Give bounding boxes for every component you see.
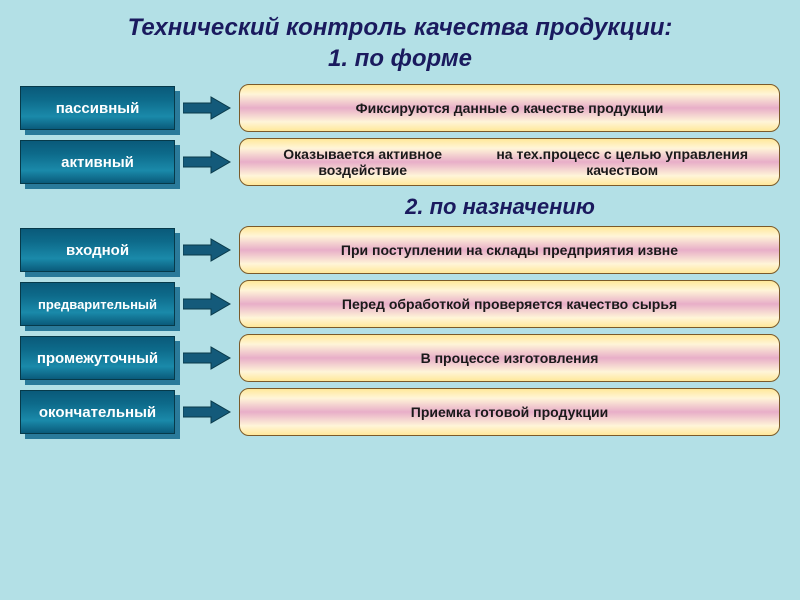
label-box: предварительный (20, 282, 175, 326)
description-box: Приемка готовой продукции (239, 388, 780, 436)
diagram-row: промежуточный В процессе изготовления (20, 334, 780, 382)
title-line2: 1. по форме (328, 45, 472, 72)
diagram-row: окончательный Приемка готовой продукции (20, 388, 780, 436)
diagram-row: предварительный Перед обработкой проверя… (20, 280, 780, 328)
label-box: окончательный (20, 390, 175, 434)
arrow-icon (183, 346, 231, 370)
label-box: пассивный (20, 86, 175, 130)
label-text: входной (20, 228, 175, 272)
label-box: активный (20, 140, 175, 184)
label-box: промежуточный (20, 336, 175, 380)
rows-container: пассивный Фиксируются данные о качестве … (0, 84, 800, 436)
arrow-icon (183, 96, 231, 120)
label-box: входной (20, 228, 175, 272)
label-text: предварительный (20, 282, 175, 326)
diagram-row: активный Оказывается активное воздействи… (20, 138, 780, 186)
description-box: Фиксируются данные о качестве продукции (239, 84, 780, 132)
description-box: В процессе изготовления (239, 334, 780, 382)
label-text: промежуточный (20, 336, 175, 380)
description-box: Перед обработкой проверяется качество сы… (239, 280, 780, 328)
section2-title: 2. по назначению (200, 194, 800, 220)
arrow-icon (183, 150, 231, 174)
description-box: При поступлении на склады предприятия из… (239, 226, 780, 274)
arrow-icon (183, 292, 231, 316)
arrow-icon (183, 400, 231, 424)
diagram-row: пассивный Фиксируются данные о качестве … (20, 84, 780, 132)
diagram-row: входной При поступлении на склады предпр… (20, 226, 780, 274)
description-box: Оказывается активное воздействиена тех.п… (239, 138, 780, 186)
main-title: Технический контроль качества продукции:… (0, 0, 800, 78)
label-text: окончательный (20, 390, 175, 434)
label-text: активный (20, 140, 175, 184)
title-line1: Технический контроль качества продукции: (128, 14, 673, 41)
arrow-icon (183, 238, 231, 262)
label-text: пассивный (20, 86, 175, 130)
